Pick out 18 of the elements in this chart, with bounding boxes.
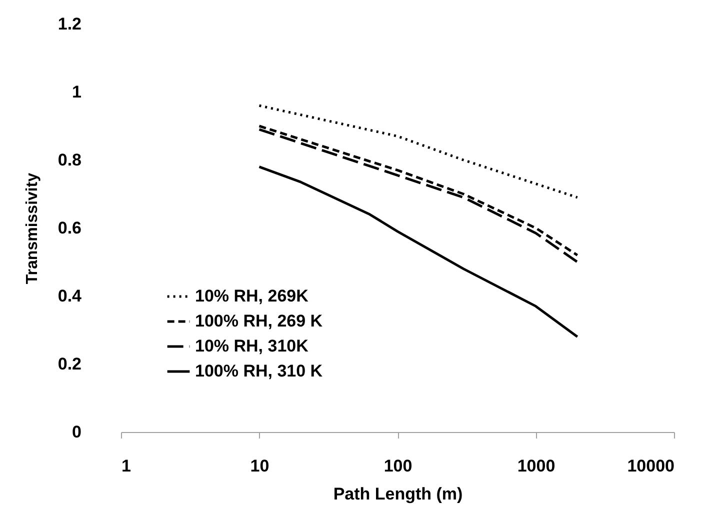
x-axis-title: Path Length (m): [333, 484, 463, 504]
legend-label: 100% RH, 269 K: [195, 312, 324, 330]
x-tick-label: 1: [122, 456, 131, 476]
y-tick-label: 0.4: [58, 286, 82, 306]
y-axis-title: Transmissivity: [24, 172, 41, 284]
legend-label: 100% RH, 310 K: [195, 362, 324, 380]
y-tick-label: 0: [72, 422, 82, 442]
y-tick-label: 0.6: [58, 218, 82, 238]
y-tick-label: 0.8: [58, 150, 82, 170]
legend-label: 10% RH, 310K: [195, 336, 310, 356]
y-tick-label: 1.2: [58, 14, 82, 34]
y-tick-label: 1: [72, 82, 82, 102]
x-tick-label: 1000: [517, 456, 556, 476]
x-tick-label: 10000: [627, 456, 674, 476]
x-tick-label: 10: [250, 456, 270, 476]
x-tick-label: 100: [384, 456, 412, 476]
y-tick-label: 0.2: [58, 354, 82, 374]
legend-label: 10% RH, 269K: [195, 286, 310, 306]
